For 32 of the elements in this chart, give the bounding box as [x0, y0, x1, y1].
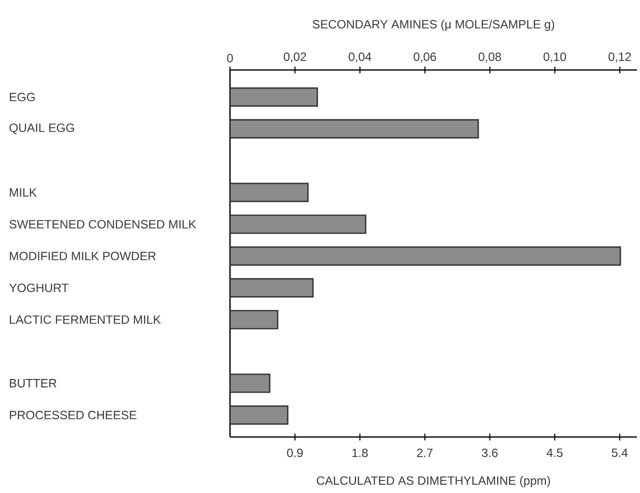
- bar: [230, 310, 278, 330]
- bar: [230, 214, 366, 234]
- x2-tick-label: 0,06: [414, 52, 436, 62]
- x2-tick-label: 0: [227, 54, 233, 62]
- x-tick-label: 1.8: [352, 448, 368, 458]
- bar: [230, 405, 288, 425]
- bar: [230, 87, 318, 107]
- y-tick-label: PROCESSED CHEESE: [10, 410, 136, 420]
- x2-tick-label: 0,02: [284, 52, 306, 62]
- y-tick-label: MODIFIED MILK POWDER: [10, 252, 156, 260]
- x2-axis-title: SECONDARY AMINES (μ MOLE/SAMPLE g): [312, 20, 554, 31]
- bar: [230, 182, 309, 202]
- bar: [230, 278, 314, 298]
- y-tick-label: MILK: [10, 188, 37, 197]
- y-tick-label: SWEETENED CONDENSED MILK: [9, 220, 196, 228]
- x2-tick-label: 0,08: [478, 52, 502, 62]
- x-tick-label: 3.6: [482, 448, 498, 458]
- y-tick-label: BUTTER: [10, 379, 56, 388]
- y-tick-label: LACTIC FERMENTED MILK: [10, 315, 161, 324]
- x2-tick-label: 0,12: [608, 52, 631, 62]
- x2-tick-label: 0,04: [348, 52, 372, 62]
- y-tick-label: EGG: [10, 92, 35, 102]
- y-tick-label: YOGHURT: [9, 284, 68, 292]
- x-axis-title: CALCULATED AS DIMETHYLAMINE (ppm): [316, 476, 550, 488]
- x-tick-label: 5.4: [612, 448, 628, 457]
- x-tick-label: 2.7: [417, 448, 433, 457]
- x-tick-label: 0.9: [287, 448, 303, 458]
- y-tick-label: QUAIL EGG: [10, 124, 74, 134]
- x2-tick-label: 0,10: [544, 52, 566, 62]
- bar: [230, 246, 622, 266]
- bar: [230, 119, 479, 139]
- x-tick-label: 4.5: [546, 448, 563, 457]
